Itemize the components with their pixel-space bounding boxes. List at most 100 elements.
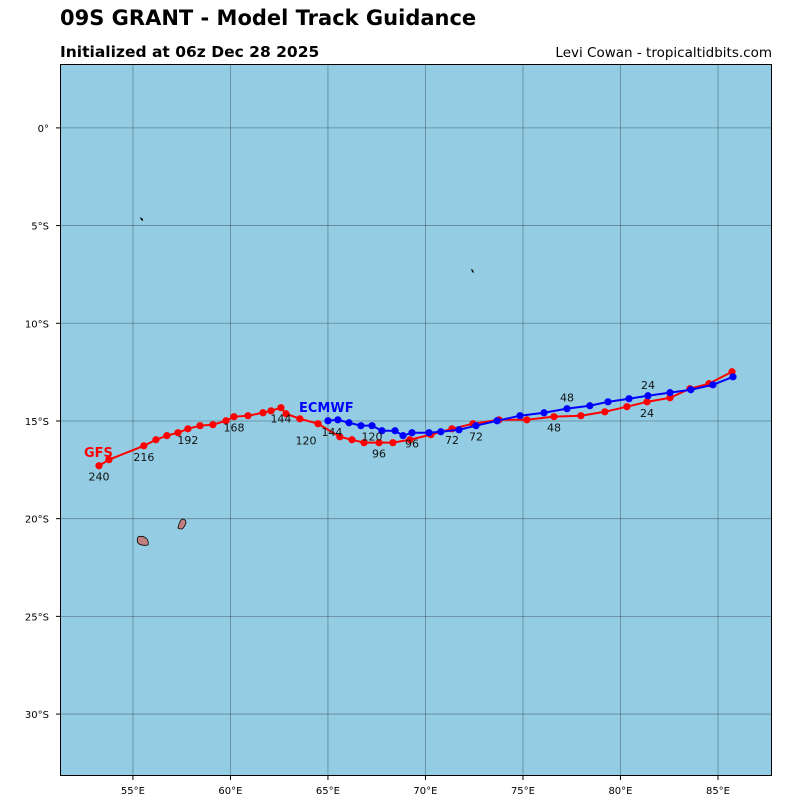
track-point [345,419,353,427]
track-point [493,417,501,425]
forecast-hour-label: 168 [223,422,244,435]
forecast-hour-label: 240 [89,471,110,484]
track-point [314,420,322,428]
track-point [523,416,531,424]
model-tracks: 24 48 72 96 120 144 168 192 216 240 24 48 72 96 120 144 [89,368,737,484]
forecast-hour-label: 96 [372,448,386,461]
track-point [196,422,204,430]
model-label-ecmwf: ECMWF [299,401,354,416]
track-point [140,442,148,450]
forecast-hour-label: 48 [560,392,574,405]
lat-tick-label: 10°S [25,319,49,330]
track-point [687,386,695,394]
track-point [406,436,414,444]
track-point [152,436,160,444]
forecast-hour-label: 144 [321,426,342,439]
track-point [425,429,433,437]
track-point [644,392,652,400]
track-point [625,395,633,403]
track-point [666,394,674,402]
track-point [244,412,252,420]
track-point [729,373,737,381]
lon-tick-label: 80°E [608,786,632,797]
track-point [391,427,399,435]
forecast-hour-label: 72 [469,431,483,444]
track-point [563,405,571,413]
track-point [334,416,342,424]
track-point [277,404,285,412]
track-point [577,412,585,420]
track-point [163,432,171,440]
track-point [282,410,290,418]
track-point [105,456,113,464]
track-point [516,412,524,420]
track-point [174,429,182,437]
track-gfs: 24 48 72 96 120 144 168 192 216 240 [89,368,736,484]
track-point [357,422,365,430]
forecast-hour-label: 192 [177,434,198,447]
track-point [184,425,192,433]
track-point [437,428,445,436]
track-point [709,381,717,389]
island-reunion [136,535,149,546]
lat-tick-label: 15°S [25,417,49,428]
track-point [267,407,275,415]
track-point [550,413,558,421]
track-point [348,436,356,444]
track-point [324,417,332,425]
forecast-hour-label: 48 [547,422,561,435]
track-point [222,417,230,425]
track-point [643,398,651,406]
forecast-hour-label: 144 [270,413,291,426]
forecast-hour-label: 216 [133,451,154,464]
track-point [368,422,376,430]
forecast-hour-label: 120 [296,435,317,448]
lon-tick-label: 85°E [706,786,730,797]
lat-tick-label: 25°S [25,612,49,623]
track-point [666,389,674,397]
island-mauritius [177,518,187,530]
track-point [604,398,612,406]
track-point [586,402,594,410]
track-point [472,422,480,430]
model-label-gfs: GFS [84,446,113,461]
lon-tick-label: 60°E [218,786,242,797]
track-ecmwf: 24 48 72 96 120 144 [321,373,737,451]
forecast-hour-label: 24 [640,407,654,420]
track-point [540,409,548,417]
lon-tick-label: 55°E [121,786,145,797]
lat-tick-label: 5°S [31,222,49,233]
forecast-hour-label: 96 [405,438,419,451]
track-point [360,439,368,447]
ocean [60,64,772,776]
track-point [209,421,217,429]
land [136,64,492,546]
track-point [95,462,103,470]
island-small-2 [471,269,474,273]
forecast-hour-label: 72 [445,434,459,447]
track-point [375,439,383,447]
track-point [623,403,631,411]
lat-tick-label: 20°S [25,515,49,526]
track-point [336,433,344,441]
track-point [399,432,407,440]
track-point [296,415,304,423]
track-point [455,426,463,434]
island-small-3 [490,64,492,65]
track-point [378,427,386,435]
lon-tick-label: 65°E [316,786,340,797]
track-point [389,439,397,447]
axis-ticks: 55°E 60°E 65°E 70°E 75°E 80°E 85°E 0° 5°S 10°S 15°… [25,124,730,797]
track-point [259,409,267,417]
forecast-hour-label: 24 [641,379,655,392]
credit: Levi Cowan - tropicaltidbits.com [555,45,772,61]
init-time: Initialized at 06z Dec 28 2025 [60,43,320,61]
lat-tick-label: 0° [38,124,49,135]
lon-tick-label: 75°E [511,786,535,797]
track-point [408,429,416,437]
track-point [601,408,609,416]
page-title: 09S GRANT - Model Track Guidance [60,6,477,30]
track-point [230,413,238,421]
gridlines [60,64,772,776]
